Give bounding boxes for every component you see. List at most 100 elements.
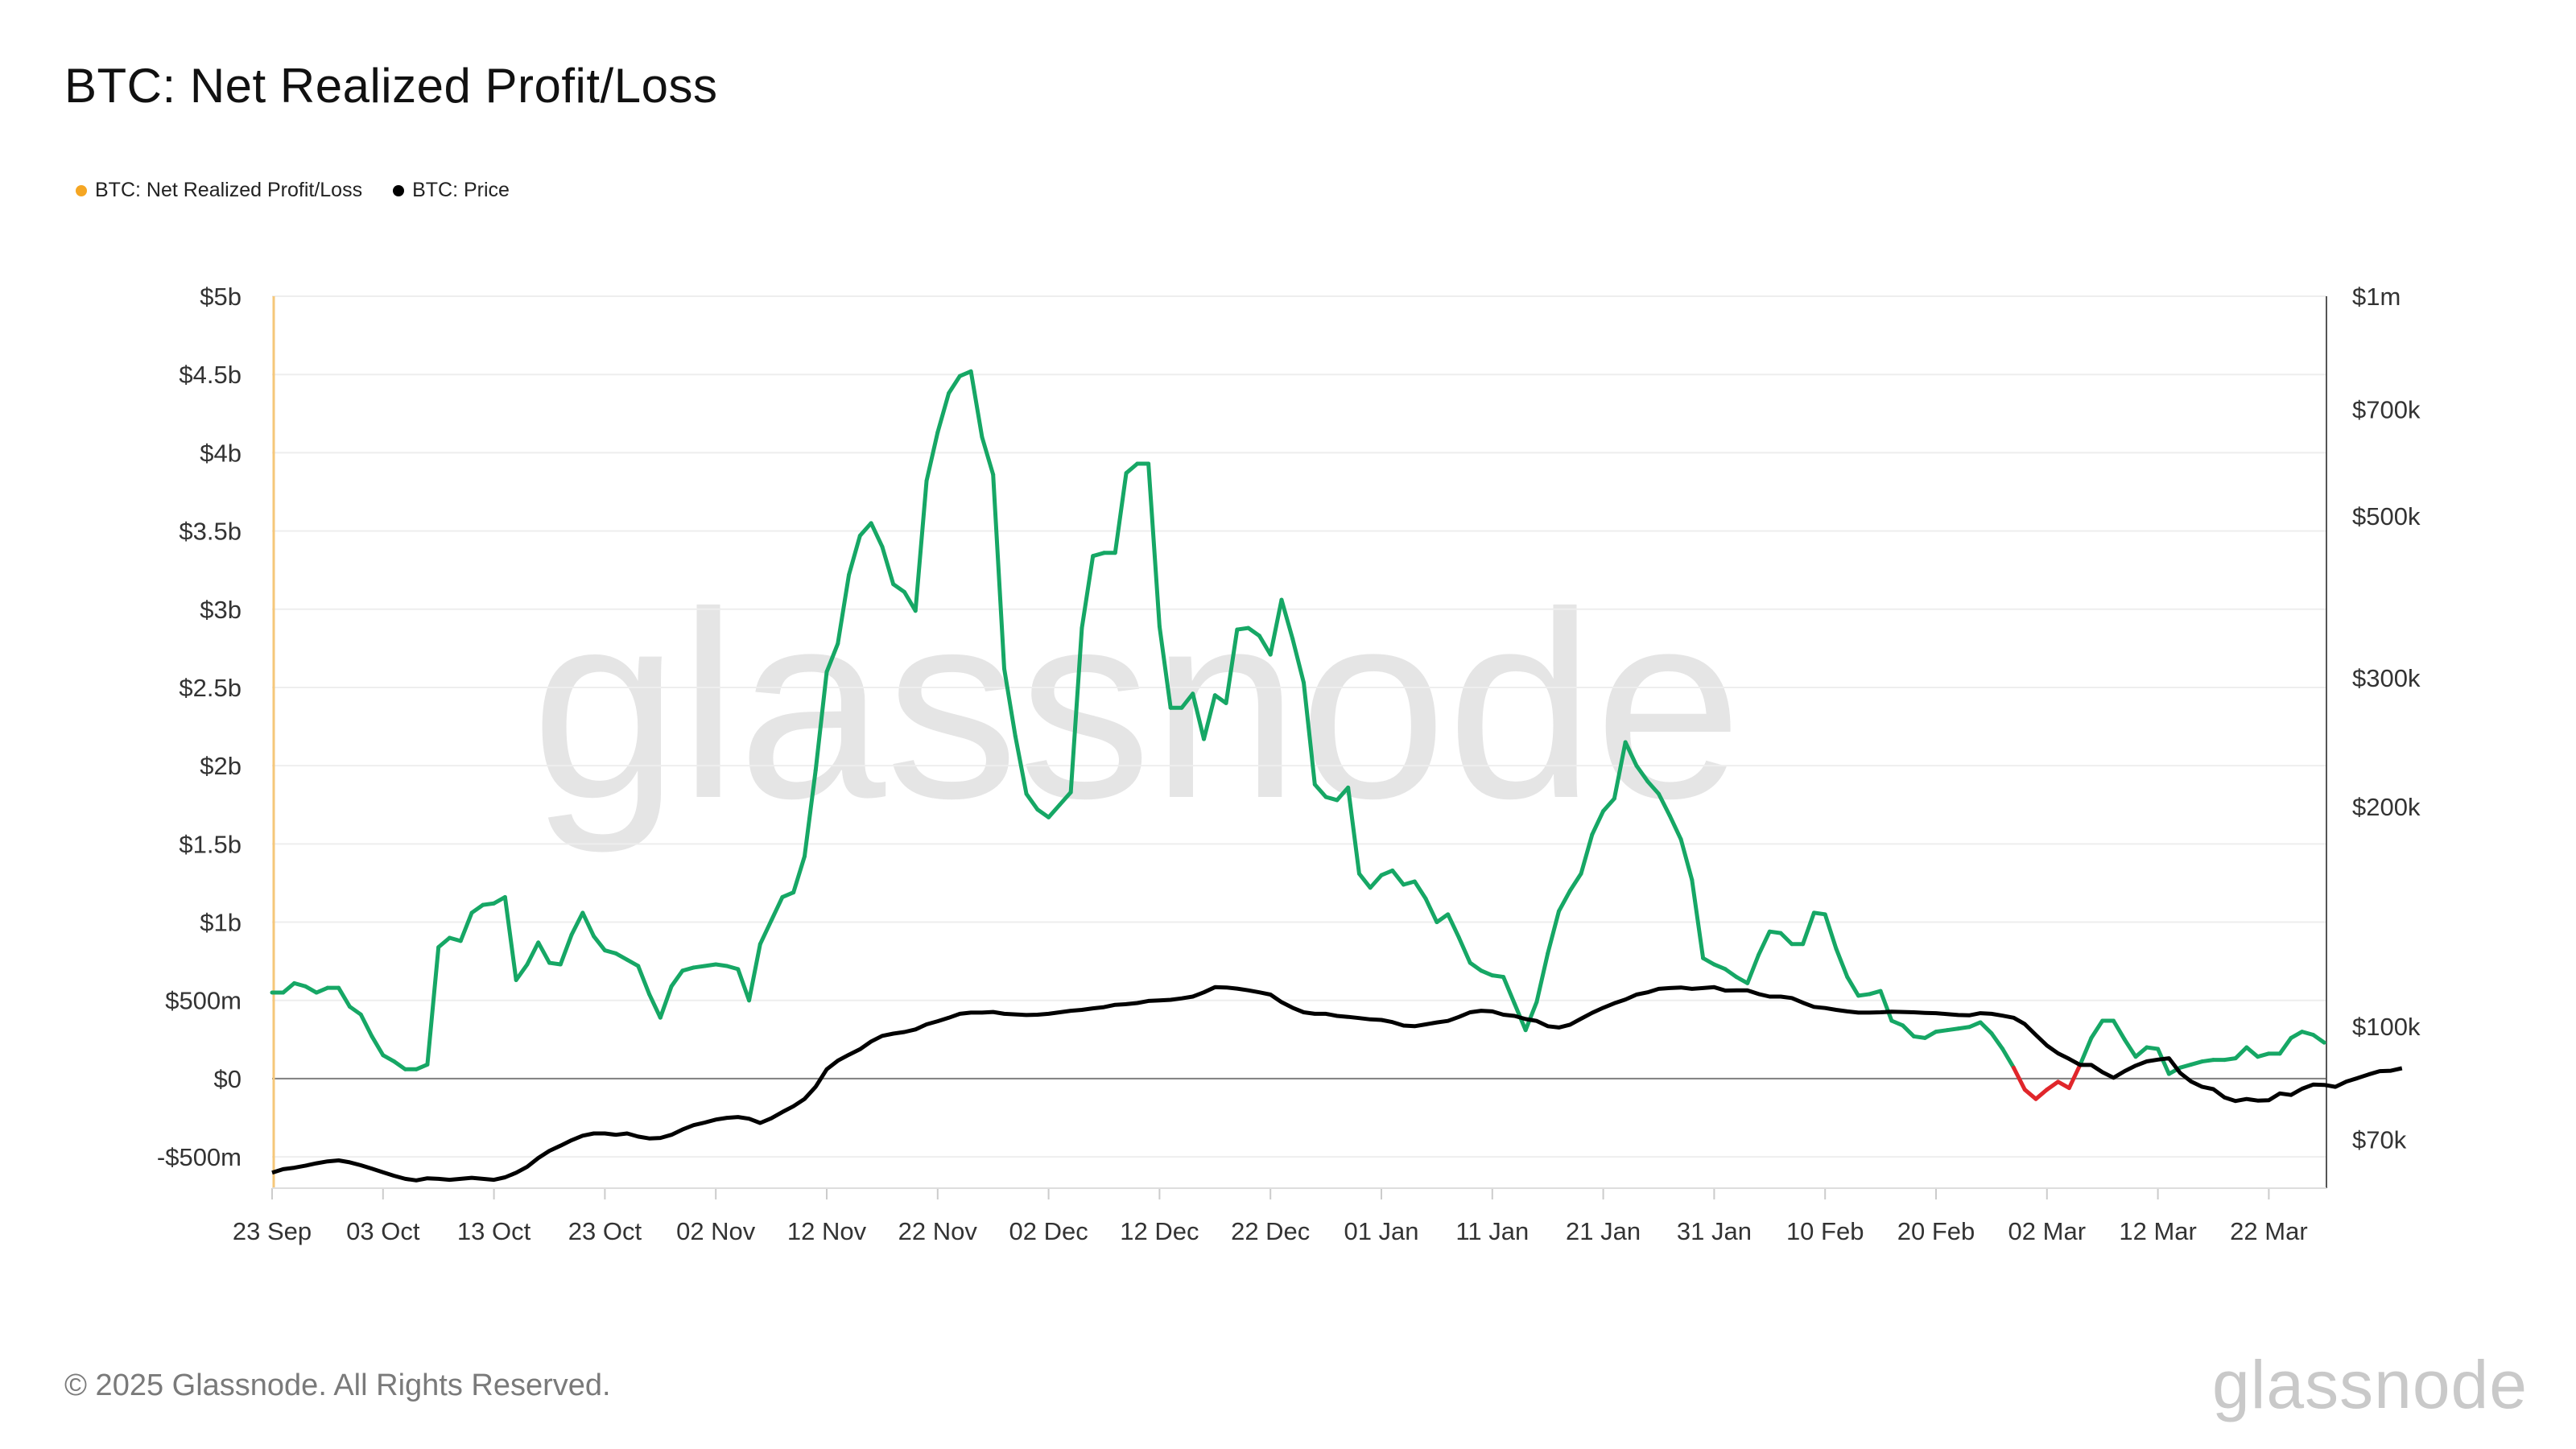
net-realized-pl-segment [2122,1037,2138,1059]
x-tick-label: 22 Mar [2230,1217,2307,1245]
net-realized-pl-segment [1579,832,1595,876]
net-realized-pl-segment [1690,877,1706,960]
net-realized-pl-segment [1335,785,1351,803]
legend-label-price: BTC: Price [412,179,510,201]
net-realized-pl-segment [1745,952,1761,985]
y-left-tick-label: $3b [200,596,242,624]
net-realized-pl-segment [1290,637,1307,685]
net-realized-pl-segment [425,945,441,1067]
net-realized-pl-segment [1845,975,1861,998]
net-realized-pl-segment [1346,785,1361,876]
y-right-tick-label: $100k [2352,1013,2421,1041]
net-realized-pl-segment [813,670,829,773]
net-realized-pl-segment [1823,912,1839,952]
y-left-tick-label: $2.5b [179,674,242,702]
legend-label-net-realized: BTC: Net Realized Profit/Loss [95,179,363,201]
net-realized-pl-segment [1834,947,1850,980]
net-realized-pl-segment [502,894,518,982]
net-realized-pl-segment [647,992,663,1020]
net-realized-pl-segment [1757,929,1772,957]
net-realized-pl-segment [1446,912,1461,940]
x-tick-label: 20 Feb [1897,1217,1975,1245]
y-right-tick-label: $300k [2352,664,2421,692]
net-realized-pl-segment [1057,790,1073,807]
net-realized-pl-segment [2311,1033,2326,1045]
net-realized-pl-segment [1423,896,1439,925]
net-realized-pl-segment [2089,1018,2105,1040]
net-realized-pl-segment [669,968,685,989]
y-left-tick-label: -$500m [157,1143,242,1171]
net-realized-pl-segment [802,768,818,859]
net-realized-pl-segment [1612,740,1628,801]
net-realized-pl-segment [1368,873,1384,890]
x-tick-label: 23 Sep [233,1217,312,1245]
net-realized-pl-segment [1001,667,1018,738]
x-tick-label: 11 Jan [1455,1217,1529,1245]
net-realized-pl-segment [1723,967,1739,980]
net-realized-pl-segment [1701,956,1716,967]
x-tick-label: 02 Nov [676,1217,756,1245]
net-realized-pl-segment [514,962,530,982]
net-realized-pl-segment [558,932,574,967]
net-realized-pl-segment [1113,471,1129,555]
net-realized-pl-segment [1080,554,1096,630]
x-tick-label: 22 Dec [1231,1217,1310,1245]
net-realized-pl-segment [525,940,541,967]
x-tick-label: 12 Nov [787,1217,867,1245]
net-realized-pl-segment [1356,871,1373,890]
net-realized-pl-segment [1224,627,1240,705]
net-realized-pl-segment [1623,740,1639,768]
net-realized-pl-segment [1590,809,1606,837]
net-realized-pl-segment [1523,1000,1539,1033]
net-realized-pl-segment [1412,879,1428,901]
tick-labels: $5b $4.5b $4b $3.5b $3b $2.5b $2b $1.5b $1b $500m… [157,283,2421,1245]
net-realized-pl-segment [1456,935,1472,965]
gridlines [272,295,2326,1158]
net-realized-pl-segment [536,940,551,965]
net-realized-pl-segment [2022,1088,2038,1101]
net-realized-pl-segment [1546,909,1561,956]
chart-title: BTC: Net Realized Profit/Loss [64,59,718,113]
x-tick-label: 12 Mar [2119,1217,2196,1245]
x-tick-label: 02 Dec [1009,1217,1088,1245]
net-realized-pl-segment [1013,733,1029,796]
net-realized-pl-segment [613,951,630,962]
net-realized-pl-segment [1567,871,1583,894]
legend-item-price[interactable]: BTC: Price [393,179,510,202]
net-realized-pl-segment [1268,597,1284,657]
y-left-tick-label: $1.5b [179,830,242,858]
net-realized-pl-segment [1312,782,1328,799]
x-tick-label: 12 Dec [1120,1217,1199,1245]
net-realized-pl-segment [980,435,996,477]
net-realized-pl-segment [968,369,985,440]
net-realized-pl-segment [1157,624,1173,710]
legend-dot-net-realized [76,184,87,196]
net-realized-pl-segment [1778,931,1794,947]
net-realized-pl-segment [2066,1062,2083,1091]
net-realized-pl-segment [1212,693,1228,705]
net-realized-pl-segment [836,572,852,646]
net-realized-pl-segment [1901,1023,1916,1038]
net-realized-pl-segment [336,985,352,1009]
net-realized-pl-segment [580,910,597,939]
net-realized-pl-segment [769,894,785,923]
net-realized-pl-segment [625,957,641,968]
net-realized-pl-segment [369,1034,386,1058]
net-realized-pl-segment [2011,1065,2027,1092]
legend-item-net-realized[interactable]: BTC: Net Realized Profit/Loss [76,179,362,202]
net-realized-pl-segment [1435,912,1451,925]
net-realized-pl-segment [347,1005,363,1017]
net-realized-pl-segment [869,521,885,549]
x-tick-label: 22 Nov [898,1217,978,1245]
net-realized-pl-segment [1501,975,1517,1006]
net-realized-pl-segment [758,919,774,947]
net-realized-pl-segment [592,934,607,953]
net-realized-pl-segment [1801,910,1816,947]
net-realized-pl-segment [2133,1045,2149,1059]
net-realized-pl-segment [1202,693,1217,741]
x-tick-label: 03 Oct [346,1217,420,1245]
chart-legend: BTC: Net Realized Profit/Loss BTC: Price [76,179,510,202]
y-left-tick-label: $3.5b [179,518,242,546]
net-realized-pl-segment [436,935,452,950]
